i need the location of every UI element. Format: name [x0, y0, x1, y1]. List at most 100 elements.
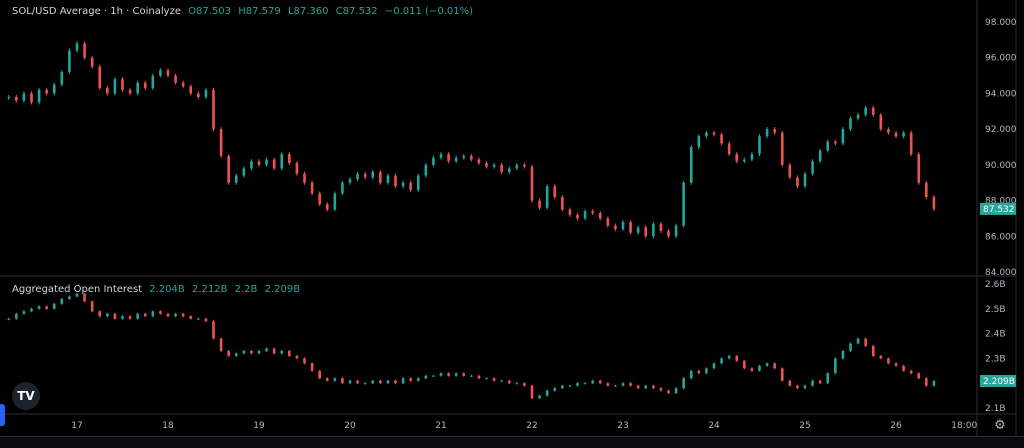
candle-body — [121, 79, 124, 90]
tradingview-logo[interactable]: TV — [12, 382, 40, 410]
candle-body — [318, 193, 321, 205]
candle-body — [894, 363, 898, 366]
candle-body — [925, 378, 928, 386]
y-tick-label: 2.6B — [985, 280, 1006, 290]
candle-body — [856, 114, 860, 119]
candle-body — [272, 159, 276, 169]
candle-body — [841, 129, 845, 144]
candle-body — [780, 368, 784, 381]
candle-body — [45, 306, 48, 309]
candle-body — [113, 313, 117, 319]
candle-body — [773, 129, 776, 133]
candle-body — [674, 388, 678, 394]
candle-body — [507, 168, 511, 172]
candle-body — [780, 132, 784, 165]
candle-body — [318, 370, 321, 379]
candle-body — [166, 70, 170, 76]
candle-body — [394, 175, 397, 187]
candle-body — [432, 157, 435, 165]
candle-body — [568, 209, 572, 215]
candle-body — [720, 358, 723, 364]
candle-body — [75, 43, 79, 51]
candle-body — [887, 129, 890, 133]
close-value: C87.532 — [335, 6, 378, 17]
candle-body — [143, 313, 147, 317]
candle-body — [697, 370, 701, 374]
candle-body — [234, 175, 238, 183]
x-tick-label: 18:00 — [951, 421, 977, 431]
candle-body — [447, 373, 450, 376]
candle-body — [500, 164, 503, 172]
candle-body — [735, 154, 739, 162]
candle-body — [341, 182, 344, 194]
candle-body — [401, 182, 405, 187]
candle-body — [227, 350, 230, 356]
candle-body — [189, 316, 193, 319]
candle-body — [621, 383, 625, 386]
price-legend: SOL/USD Average · 1h · Coinalyze O87.503… — [12, 6, 473, 17]
x-tick-label: 21 — [435, 421, 446, 431]
candle-body — [765, 363, 769, 366]
candle-body — [409, 378, 412, 381]
candle-body — [644, 227, 648, 237]
candle-body — [234, 353, 238, 356]
y-tick-label: 84.000 — [985, 268, 1017, 278]
candle-body — [545, 390, 549, 396]
candle-body — [712, 363, 716, 369]
candle-body — [743, 159, 746, 162]
candle-body — [871, 346, 875, 356]
candle-body — [30, 93, 33, 103]
candle-body — [288, 154, 291, 164]
candle-body — [614, 225, 617, 230]
oi-title: Aggregated Open Interest — [12, 284, 143, 295]
x-tick-label: 18 — [162, 421, 174, 431]
candle-body — [439, 154, 443, 158]
candle-body — [485, 378, 488, 380]
candle-body — [341, 378, 344, 384]
candle-body — [113, 79, 117, 94]
candle-body — [788, 164, 792, 178]
candle-body — [553, 388, 557, 391]
candle-body — [598, 213, 602, 219]
candle-body — [477, 159, 481, 164]
candle-body — [416, 378, 420, 381]
candle-body — [909, 132, 913, 155]
candle-body — [136, 82, 139, 94]
candle-body — [356, 173, 359, 180]
candle-body — [416, 175, 420, 190]
candle-body — [401, 378, 405, 384]
candle-body — [90, 301, 94, 312]
candle-body — [447, 154, 450, 162]
candle-body — [219, 338, 223, 351]
price-title: SOL/USD Average · 1h · Coinalyze — [12, 6, 181, 17]
candle-body — [834, 358, 837, 374]
candle-body — [811, 161, 814, 174]
candle-body — [606, 383, 610, 386]
candle-body — [348, 380, 352, 384]
sidebar-toggle-handle[interactable] — [0, 404, 5, 426]
candle-body — [52, 84, 56, 94]
candle-body — [682, 378, 685, 389]
candle-body — [636, 385, 640, 389]
candle-body — [462, 155, 466, 158]
y-tick-label: 98.000 — [985, 18, 1017, 28]
x-tick-label: 25 — [799, 421, 810, 431]
candle-body — [492, 164, 496, 167]
candle-body — [614, 385, 617, 387]
candle-body — [750, 368, 754, 371]
x-tick-label: 26 — [890, 421, 902, 431]
candle-body — [811, 380, 814, 386]
gear-icon[interactable]: ⚙ — [994, 418, 1006, 433]
candle-body — [166, 313, 170, 317]
candle-body — [136, 313, 139, 319]
candle-body — [841, 350, 845, 359]
candle-body — [856, 338, 860, 344]
candle-body — [583, 383, 587, 385]
candle-body — [159, 70, 162, 76]
last-value-label: 87.532 — [983, 205, 1015, 215]
x-tick-label: 19 — [253, 421, 265, 431]
candle-body — [515, 164, 519, 169]
candle-body — [310, 182, 314, 194]
last-value-badge — [980, 374, 1016, 387]
